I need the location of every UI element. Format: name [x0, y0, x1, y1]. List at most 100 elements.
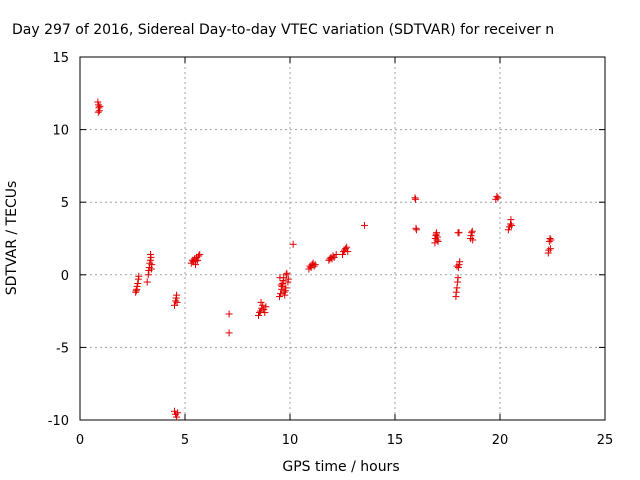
- data-point: [133, 282, 141, 290]
- data-points: [94, 98, 555, 421]
- data-point: [454, 274, 462, 282]
- data-point: [469, 236, 477, 244]
- data-point: [147, 250, 155, 258]
- plot-frame: [79, 56, 606, 421]
- data-point: [281, 291, 289, 299]
- data-point: [135, 272, 143, 280]
- data-point: [261, 309, 269, 317]
- data-point: [453, 284, 461, 292]
- data-point: [94, 98, 102, 106]
- y-tick-label: -5: [56, 341, 69, 356]
- data-point: [280, 288, 288, 296]
- data-point: [225, 329, 233, 337]
- data-point: [452, 288, 460, 296]
- data-point: [311, 261, 319, 269]
- data-point: [279, 280, 287, 288]
- data-point: [343, 243, 351, 251]
- data-point: [361, 221, 369, 229]
- data-point: [257, 307, 265, 315]
- data-point: [283, 269, 291, 277]
- data-point: [453, 262, 461, 270]
- data-point: [547, 236, 555, 244]
- data-point: [277, 290, 285, 298]
- data-point: [172, 297, 180, 305]
- y-tick-label: 0: [61, 269, 69, 284]
- y-tick-label: -10: [48, 414, 69, 429]
- data-point: [432, 230, 440, 238]
- data-point: [143, 278, 151, 286]
- data-point: [95, 107, 103, 115]
- data-point: [96, 102, 104, 110]
- x-tick-label: 5: [181, 433, 189, 448]
- data-point: [412, 195, 420, 203]
- data-point: [257, 298, 265, 306]
- ticks: 0 5 10 15 20 25 -10 -5 0 5 10 15: [48, 51, 614, 448]
- data-point: [195, 252, 203, 260]
- y-tick-label: 10: [52, 124, 69, 139]
- data-point: [307, 264, 315, 272]
- data-point: [174, 409, 182, 417]
- data-point: [196, 250, 204, 258]
- x-tick-label: 10: [282, 433, 299, 448]
- data-point: [339, 250, 346, 258]
- data-point: [545, 237, 553, 245]
- data-point: [278, 282, 286, 290]
- data-point: [259, 301, 267, 309]
- data-point: [507, 216, 515, 224]
- data-point: [456, 258, 464, 266]
- y-tick-label: 5: [61, 196, 69, 211]
- data-point: [454, 264, 462, 272]
- data-point: [225, 310, 233, 318]
- data-point: [282, 271, 290, 279]
- data-point: [493, 192, 501, 200]
- data-point: [148, 261, 156, 269]
- data-point: [282, 284, 290, 292]
- data-point: [411, 194, 419, 202]
- data-point: [468, 227, 476, 235]
- data-point: [344, 248, 352, 256]
- data-point: [277, 281, 285, 289]
- data-point: [132, 288, 140, 296]
- data-point: [173, 413, 181, 421]
- x-tick-label: 15: [387, 433, 404, 448]
- x-axis-title: GPS time / hours: [282, 459, 399, 475]
- data-point: [504, 226, 512, 234]
- data-point: [412, 226, 420, 234]
- data-point: [329, 252, 337, 260]
- data-point: [494, 194, 502, 202]
- data-point: [134, 280, 142, 288]
- x-tick-label: 20: [492, 433, 509, 448]
- x-tick-label: 0: [76, 433, 84, 448]
- y-axis-title: SDTVAR / TECUs: [4, 181, 20, 296]
- data-point: [332, 250, 340, 258]
- data-point: [144, 271, 152, 279]
- data-point: [284, 275, 292, 283]
- data-point: [173, 298, 181, 306]
- data-point: [173, 291, 181, 299]
- x-tick-label: 25: [597, 433, 614, 448]
- data-point: [310, 262, 318, 270]
- data-point: [545, 246, 553, 254]
- grid: [80, 57, 605, 420]
- data-point: [276, 293, 283, 301]
- data-point: [276, 274, 284, 282]
- y-tick-label: 15: [52, 51, 69, 66]
- data-point: [546, 235, 554, 242]
- data-point: [468, 229, 476, 237]
- data-point: [289, 240, 297, 248]
- data-point: [434, 237, 442, 245]
- data-point: [171, 407, 178, 415]
- data-point: [255, 311, 262, 319]
- data-point: [192, 257, 200, 265]
- chart-title: Day 297 of 2016, Sidereal Day-to-day VTE…: [12, 22, 554, 38]
- data-point: [455, 229, 463, 237]
- data-point: [508, 221, 516, 229]
- data-point: [433, 233, 441, 241]
- data-point: [194, 256, 202, 264]
- data-point: [262, 303, 270, 311]
- data-point: [132, 287, 140, 295]
- data-point: [467, 232, 475, 240]
- data-point: [546, 245, 554, 253]
